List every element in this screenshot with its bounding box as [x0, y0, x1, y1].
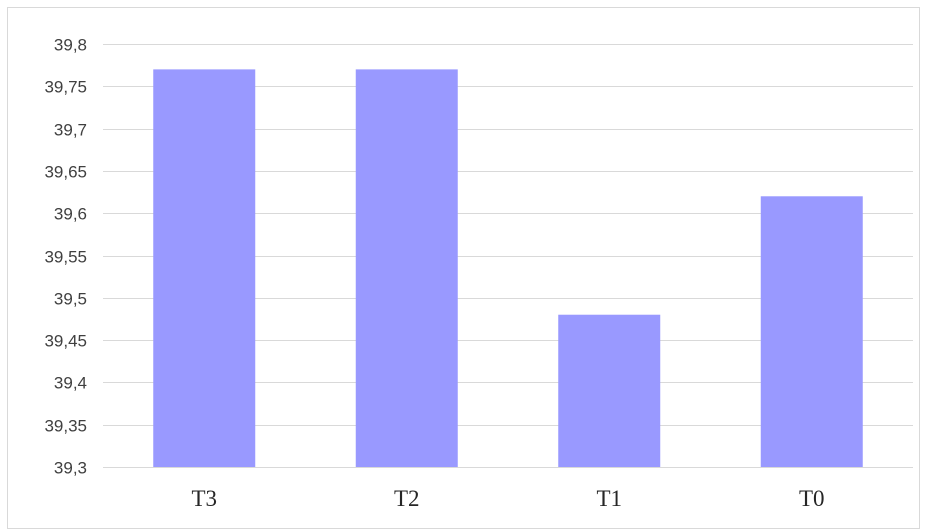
- y-tick-label: 39,7: [54, 121, 87, 140]
- x-axis-ticks: T3 T2 T1 T0: [191, 486, 824, 511]
- y-tick-label: 39,8: [54, 36, 87, 55]
- y-tick-label: 39,45: [44, 332, 87, 351]
- bar-t2: [355, 69, 458, 467]
- bar-t3: [153, 69, 256, 467]
- x-tick-label: T2: [394, 486, 420, 511]
- y-tick-label: 39,35: [44, 417, 87, 436]
- y-tick-label: 39,65: [44, 163, 87, 182]
- y-axis-ticks: 39,3 39,35 39,4 39,45 39,5 39,55 39,6 39,65 39,7…: [44, 36, 87, 478]
- y-tick-label: 39,75: [44, 78, 87, 97]
- bar-t1: [558, 314, 661, 467]
- y-tick-label: 39,3: [54, 459, 87, 478]
- y-tick-label: 39,5: [54, 290, 87, 309]
- bars: [153, 69, 863, 467]
- x-tick-label: T1: [596, 486, 622, 511]
- y-tick-label: 39,55: [44, 248, 87, 267]
- bar-t0: [760, 196, 863, 467]
- y-tick-label: 39,6: [54, 205, 87, 224]
- x-tick-label: T0: [799, 486, 825, 511]
- y-tick-label: 39,4: [54, 374, 87, 393]
- x-tick-label: T3: [191, 486, 217, 511]
